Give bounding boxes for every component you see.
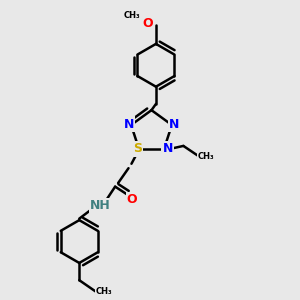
Text: CH₃: CH₃ bbox=[96, 287, 112, 296]
Text: O: O bbox=[127, 193, 137, 206]
Text: O: O bbox=[142, 17, 153, 31]
Text: N: N bbox=[162, 142, 173, 155]
Text: S: S bbox=[133, 142, 142, 155]
Text: N: N bbox=[124, 118, 134, 130]
Text: CH₃: CH₃ bbox=[198, 152, 214, 161]
Text: NH: NH bbox=[90, 199, 111, 212]
Text: CH₃: CH₃ bbox=[124, 11, 140, 20]
Text: N: N bbox=[169, 118, 179, 130]
